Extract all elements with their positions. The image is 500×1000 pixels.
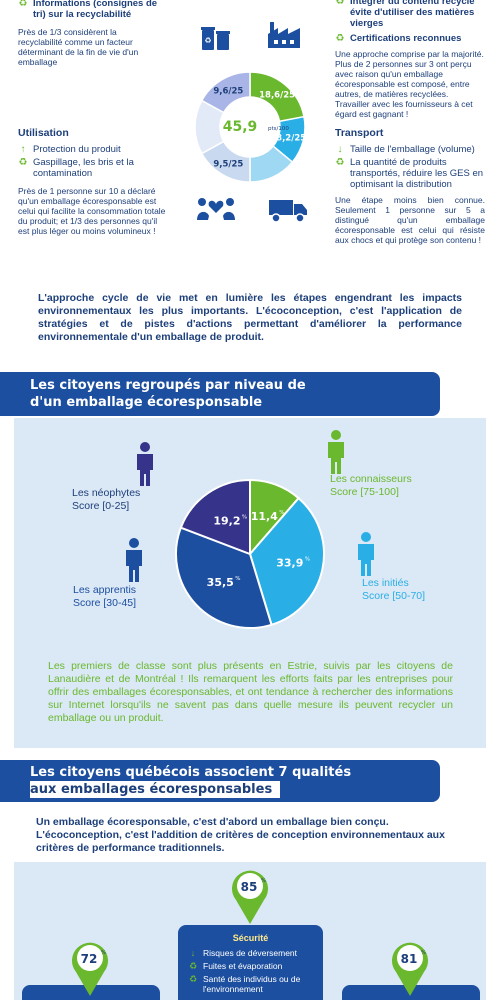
svg-text:81: 81 — [401, 952, 418, 966]
arrow-down-icon: ↓ — [337, 144, 343, 155]
section2-banner-line2: d'un emballage écoresponsable — [30, 394, 263, 411]
pie-slice — [175, 526, 273, 629]
section3-paragraph: Un emballage écoresponsable, c'est d'abo… — [36, 816, 445, 854]
legend-connaisseurs: Les connaisseurs Score [75-100] — [330, 473, 412, 498]
top-right-block: ♻ Intégrer du contenu recyclé évite d'ut… — [335, 0, 485, 119]
legend-neophytes: Les néophytes Score [0-25] — [72, 487, 141, 512]
pie-unit-label: % — [235, 576, 240, 582]
pie-unit-label: % — [305, 557, 310, 563]
recycle-icon: ♻ — [18, 0, 28, 9]
arrow-up-icon: ↑ — [20, 144, 26, 155]
securite-item-3: ♻ Santé des individus ou de l'environnem… — [188, 974, 301, 994]
lifecycle-donut-chart: 45,9 pts/100 18,6/25 8,2/25 9,5/25 9,6/25 — [194, 71, 306, 183]
recycle-icon: ♻ — [18, 157, 28, 168]
svg-text:85: 85 — [241, 880, 258, 894]
recycling-bins-icon: ♻ — [201, 27, 230, 50]
utilisation-block: Utilisation ↑ Protection du produit ♻ Ga… — [18, 127, 168, 237]
arrow-down-icon: ↓ — [190, 948, 196, 958]
securite-title: Sécurité — [232, 933, 269, 943]
hands-heart-icon — [197, 198, 235, 220]
factory-icon — [268, 22, 300, 48]
donut-label: 18,6/25 — [259, 90, 295, 100]
waste-item: ♻ Gaspillage, les bris et la contaminati… — [18, 157, 134, 179]
donut-label: 9,5/25 — [213, 160, 243, 170]
donut-label: 9,6/25 — [213, 86, 243, 96]
pie-slice — [179, 478, 251, 556]
pie-unit-label: % — [279, 510, 284, 516]
pin-center: 85 % — [232, 870, 268, 924]
donut-label: 8,2/25 — [276, 134, 306, 144]
svg-text:%: % — [421, 950, 426, 956]
person-icon-inities — [358, 532, 374, 576]
svg-text:%: % — [261, 878, 266, 884]
section2-paragraph: Les premiers de classe sont plus présent… — [48, 660, 453, 724]
top-left-block: ♻ Informations (consignes de tri) sur la… — [18, 0, 158, 67]
recyclability-item: ♻ Informations (consignes de tri) sur la… — [18, 0, 158, 20]
securite-item-1: ↓ Risques de déversement — [188, 948, 323, 959]
donut-segment — [200, 71, 251, 114]
recycled-content-item: ♻ Intégrer du contenu recyclé évite d'ut… — [335, 0, 485, 29]
recyclability-note: Près de 1/3 considèrent la recyclabilité… — [18, 27, 139, 67]
recycle-icon: ♻ — [188, 961, 198, 971]
securite-item-2: ♻ Fuites et évaporation — [188, 961, 283, 971]
transport-title: Transport — [335, 127, 384, 139]
pie-slice — [248, 496, 325, 627]
section3-banner-line2: aux emballages écoresponsables — [30, 781, 281, 798]
donut-center-unit: pts/100 — [268, 126, 289, 132]
recycle-icon: ♻ — [335, 157, 345, 168]
materials-note: Une approche comprise par la majorité. P… — [335, 49, 484, 119]
svg-text:♻: ♻ — [204, 36, 211, 45]
legend-inities: Les initiés Score [50-70] — [362, 577, 426, 602]
utilisation-title: Utilisation — [18, 127, 69, 139]
transport-note: Une étape moins bien connue. Seulement 1… — [335, 195, 485, 245]
pie-value-label: 19,2 — [213, 514, 240, 527]
pie-value-label: 35,5 — [207, 576, 234, 589]
protection-item: ↑ Protection du produit — [18, 144, 168, 155]
securite-box: Sécurité ↓ Risques de déversement ♻ Fuit… — [178, 925, 323, 1000]
truck-icon — [269, 200, 307, 223]
svg-text:72: 72 — [81, 952, 98, 966]
recycle-icon: ♻ — [188, 974, 198, 984]
certifications-item: ♻ Certifications reconnues — [335, 33, 462, 44]
intro-paragraph: L'approche cycle de vie met en lumière l… — [38, 292, 462, 343]
pie-value-label: 33,9 — [276, 557, 303, 570]
pin-right: 81 % — [392, 942, 428, 996]
pie-unit-label: % — [242, 514, 247, 520]
legend-apprentis: Les apprentis Score [30-45] — [73, 584, 137, 609]
comprehension-pie-chart: 11,4 %33,9 %35,5 %19,2% — [175, 478, 325, 629]
recycle-icon: ♻ — [335, 33, 345, 44]
donut-center-value: 45,9 — [223, 119, 258, 135]
pie-value-label: 11,4 — [251, 510, 278, 523]
svg-text:%: % — [101, 950, 106, 956]
person-icon-connaisseurs — [328, 430, 344, 474]
quantity-item: ♻ La quantité de produits transportés, r… — [335, 157, 484, 190]
person-icon-neophytes — [137, 442, 153, 486]
transport-block: Transport ↓ Taille de l'emballage (volum… — [335, 127, 485, 246]
person-icon-apprentis — [126, 538, 142, 582]
volume-item: ↓ Taille de l'emballage (volume) — [335, 144, 485, 155]
pin-left: 72 % — [72, 942, 108, 996]
utilisation-note: Près de 1 personne sur 10 a déclaré qu'u… — [18, 186, 166, 236]
recycle-icon: ♻ — [335, 0, 345, 7]
